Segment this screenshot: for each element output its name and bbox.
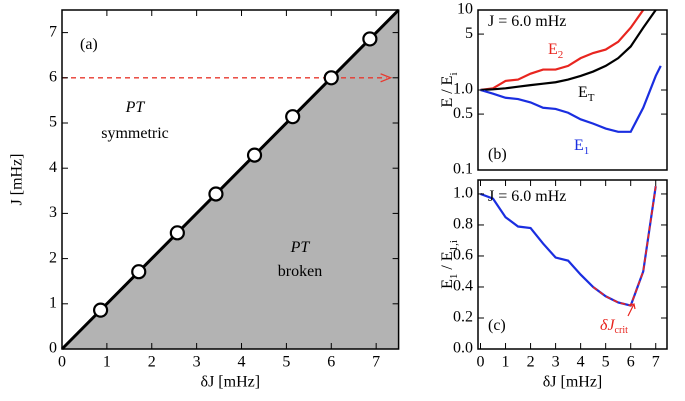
y-tick-label: 0.1 <box>453 161 473 178</box>
series-sub: 2 <box>558 49 564 61</box>
x-tick-label: 3 <box>552 354 560 371</box>
label-part: 1,i <box>448 240 460 251</box>
annotation: (a) <box>80 36 98 53</box>
annotation-text: PT <box>290 239 311 256</box>
y-tick-label: 2 <box>49 249 57 266</box>
annotation-text: PT <box>125 99 146 116</box>
data-point <box>323 70 339 86</box>
series-label: E2 <box>548 41 563 61</box>
annotation-text: δJ <box>600 317 615 334</box>
series-line <box>480 65 662 133</box>
annotation-sub: crit <box>615 325 629 336</box>
x-tick-label: 1 <box>103 354 111 371</box>
plot-frame <box>477 179 668 350</box>
x-tick-label: 0 <box>477 354 485 371</box>
data-point <box>246 147 263 163</box>
y-tick-label: 1 <box>49 294 57 311</box>
series-name: E <box>548 41 558 58</box>
series-line <box>480 10 645 92</box>
series-label: E1 <box>574 137 589 157</box>
annotation-text: (c) <box>488 317 506 334</box>
label-part: / E <box>439 251 456 273</box>
y-tick-label: 0.2 <box>453 309 473 326</box>
x-tick-label: 0 <box>58 354 66 371</box>
annotation: (b) <box>488 146 507 163</box>
series-line <box>592 186 657 307</box>
y-tick-label: 7 <box>49 23 57 40</box>
x-tick-label: 3 <box>193 354 201 371</box>
label-part: i <box>448 72 460 75</box>
y-tick-label: 0.5 <box>453 105 473 122</box>
x-tick-label: 6 <box>327 354 335 371</box>
label-part: E <box>439 279 456 289</box>
series-name: E <box>578 84 588 101</box>
x-tick-label: 7 <box>652 354 660 371</box>
annotation: J = 6.0 mHz <box>488 188 566 205</box>
label-part: E / E <box>439 76 456 108</box>
axis-label: E1 / E1,i <box>439 240 460 289</box>
annotation-text: J = 6.0 mHz <box>488 188 566 205</box>
x-tick-label: 1 <box>502 354 510 371</box>
data-point <box>169 225 185 241</box>
x-tick-label: 7 <box>372 354 380 371</box>
data-point <box>92 302 109 318</box>
annotation-text: (b) <box>488 146 507 163</box>
y-tick-label: 10 <box>457 1 473 18</box>
x-axis-label: δJ [mHz] <box>543 374 603 391</box>
y-tick-label: 3 <box>49 204 57 221</box>
y-tick-label: 6 <box>49 68 57 85</box>
boundary-line <box>60 8 400 351</box>
x-tick-label: 5 <box>282 354 290 371</box>
annotation: PT <box>290 239 311 256</box>
annotation-text: broken <box>278 263 322 280</box>
y-tick-label: 5 <box>465 25 473 42</box>
annotation: J = 6.0 mHz <box>488 13 566 30</box>
annotation-arrow <box>627 303 636 317</box>
x-tick-label: 2 <box>148 354 156 371</box>
series-line <box>480 10 657 92</box>
x-tick-label: 4 <box>577 354 585 371</box>
y-tick-label: 5 <box>49 114 57 131</box>
data-point <box>362 31 378 47</box>
y-tick-label: 1.0 <box>453 185 473 202</box>
y-tick-label: 0.0 <box>453 340 473 357</box>
annotation: symmetric <box>101 125 169 142</box>
data-point <box>285 109 301 125</box>
y-tick-label: 0.4 <box>453 278 473 295</box>
y-tick-label: 0 <box>49 340 57 357</box>
arrow-head <box>380 73 393 83</box>
y-tick-label: 4 <box>49 159 57 176</box>
series-sub: 1 <box>584 145 590 157</box>
y-tick-label: 0.6 <box>453 247 473 264</box>
series-name: E <box>574 137 584 154</box>
data-point <box>131 264 147 280</box>
series-label: ET <box>578 84 595 104</box>
y-tick-label: 1.0 <box>453 81 473 98</box>
annotation: broken <box>278 263 322 280</box>
x-tick-label: 2 <box>527 354 535 371</box>
axis-label: E / Ei <box>439 72 460 107</box>
x-tick-label: 4 <box>238 354 246 371</box>
y-axis-label: J [mHz] <box>9 154 26 206</box>
plot-frame <box>61 9 400 350</box>
annotation: (c) <box>488 317 506 334</box>
x-axis-label: δJ [mHz] <box>201 374 261 391</box>
annotation-text: symmetric <box>101 125 169 142</box>
annotation: PT <box>125 99 146 116</box>
annotation: δJcrit <box>600 317 628 337</box>
series-sub: T <box>588 92 595 104</box>
data-point <box>208 186 224 202</box>
x-tick-label: 5 <box>602 354 610 371</box>
annotation-text: (a) <box>80 36 98 53</box>
y-tick-label: 0.8 <box>453 216 473 233</box>
annotation-text: J = 6.0 mHz <box>488 13 566 30</box>
x-tick-label: 6 <box>627 354 635 371</box>
series-line <box>480 186 657 307</box>
label-part: 1 <box>448 274 460 280</box>
